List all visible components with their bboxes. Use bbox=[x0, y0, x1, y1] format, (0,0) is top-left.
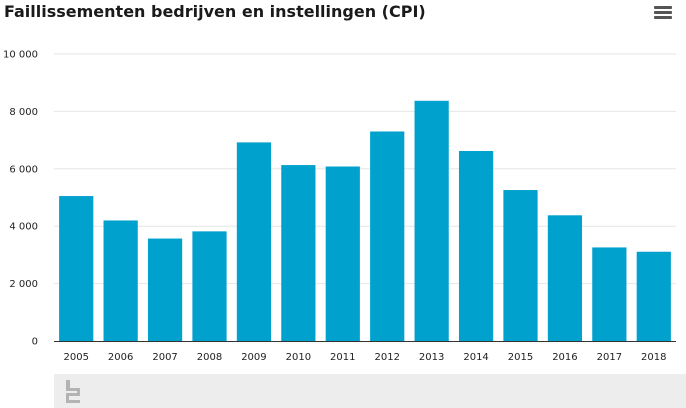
chart-footer bbox=[54, 374, 686, 408]
x-tick-label: 2009 bbox=[241, 352, 266, 363]
bar bbox=[147, 238, 183, 341]
x-tick-label: 2007 bbox=[152, 352, 177, 363]
x-tick-label: 2018 bbox=[641, 352, 666, 363]
x-tick-label: 2008 bbox=[197, 352, 222, 363]
bar bbox=[370, 131, 405, 341]
bar bbox=[414, 100, 449, 341]
bar bbox=[592, 247, 627, 341]
bar bbox=[325, 166, 360, 341]
x-tick-label: 2015 bbox=[508, 352, 533, 363]
x-tick-label: 2010 bbox=[286, 352, 311, 363]
x-tick-label: 2016 bbox=[552, 352, 577, 363]
cbs-logo-icon bbox=[66, 380, 80, 403]
bar bbox=[458, 151, 494, 341]
x-tick-label: 2014 bbox=[463, 352, 488, 363]
x-tick-label: 2013 bbox=[419, 352, 444, 363]
x-tick-label: 2006 bbox=[108, 352, 133, 363]
hamburger-menu-icon[interactable] bbox=[654, 6, 672, 22]
y-tick-label: 10 000 bbox=[3, 50, 38, 61]
y-tick-label: 4 000 bbox=[9, 222, 38, 233]
bar bbox=[103, 220, 138, 341]
bar bbox=[547, 215, 583, 341]
y-tick-label: 2 000 bbox=[9, 279, 38, 290]
bar bbox=[503, 190, 538, 341]
bar bbox=[59, 196, 94, 341]
y-tick-label: 6 000 bbox=[9, 164, 38, 175]
bar bbox=[192, 231, 227, 341]
chart-title: Faillissementen bedrijven en instellinge… bbox=[4, 2, 426, 21]
bar bbox=[281, 165, 316, 341]
bar bbox=[236, 142, 272, 341]
y-tick-label: 0 bbox=[32, 337, 38, 348]
y-tick-label: 8 000 bbox=[9, 107, 38, 118]
x-tick-label: 2005 bbox=[63, 352, 88, 363]
x-tick-label: 2017 bbox=[597, 352, 622, 363]
x-tick-label: 2011 bbox=[330, 352, 355, 363]
bar bbox=[636, 251, 671, 341]
bar-chart: 0 2 000 4 000 6 000 8 000 10 000 2005 2006 2007 2… bbox=[3, 50, 676, 363]
x-tick-label: 2012 bbox=[374, 352, 399, 363]
